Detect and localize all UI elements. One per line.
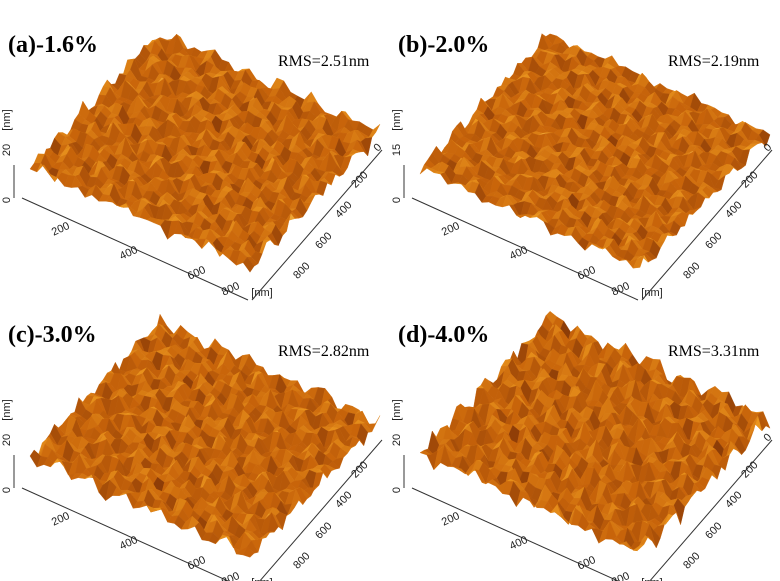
x-tick-label: 200 bbox=[440, 510, 462, 529]
z-tick-label: 20 bbox=[391, 434, 403, 446]
y-tick-label: 600 bbox=[703, 520, 724, 541]
rms-value: RMS=3.31nm bbox=[668, 343, 760, 360]
figure: (a)-1.6%RMS=2.51nm020[nm]200400600800[nm… bbox=[0, 0, 780, 581]
y-tick-label: 800 bbox=[291, 260, 312, 281]
x-tick-label: 200 bbox=[440, 220, 462, 239]
y-tick-label: 600 bbox=[313, 230, 334, 251]
x-unit: [nm] bbox=[251, 287, 272, 299]
y-tick-label: 800 bbox=[681, 550, 702, 571]
z-unit: [nm] bbox=[1, 109, 13, 130]
afm-panel: (b)-2.0% RMS=2.19nm 0 15 [nm] 200 400 600800 [nm… bbox=[391, 32, 774, 300]
x-unit: [nm] bbox=[641, 577, 662, 581]
panel-label: (d)-4.0% bbox=[398, 322, 489, 348]
x-unit: [nm] bbox=[251, 577, 272, 581]
z-unit: [nm] bbox=[1, 399, 13, 420]
y-tick-label: 800 bbox=[681, 260, 702, 281]
z-tick-label: 0 bbox=[391, 487, 403, 493]
z-tick-label: 0 bbox=[1, 197, 13, 203]
x-tick-label: 200 bbox=[50, 510, 72, 529]
afm-panel: (a)-1.6% RMS=2.51nm 0 20 [nm] 200 400 600800 [nm… bbox=[1, 32, 384, 300]
y-tick-label: 600 bbox=[313, 520, 334, 541]
z-tick-label: 20 bbox=[1, 434, 13, 446]
y-tick-label: 0 bbox=[371, 141, 384, 154]
x-tick-label: 800 bbox=[610, 570, 632, 581]
y-tick-label: 200 bbox=[349, 459, 370, 480]
rms-value: RMS=2.19nm bbox=[668, 53, 760, 70]
rms-value: RMS=2.82nm bbox=[278, 343, 370, 360]
y-tick-label: 200 bbox=[349, 169, 370, 190]
x-tick-label: 400 bbox=[508, 534, 530, 553]
y-tick-label: 0 bbox=[761, 431, 774, 444]
z-unit: [nm] bbox=[391, 109, 403, 130]
y-tick-label: 0 bbox=[761, 141, 774, 154]
z-tick-label: 0 bbox=[391, 197, 403, 203]
x-tick-label: 200 bbox=[50, 220, 72, 239]
afm-panel: (d)-4.0%RMS=3.31nm020[nm]200400600800[nm… bbox=[391, 311, 774, 581]
x-tick-label: 800 bbox=[220, 570, 242, 581]
x-tick-label: 400 bbox=[118, 244, 140, 263]
x-unit: [nm] bbox=[641, 287, 662, 299]
panel-label: (a)-1.6% bbox=[8, 32, 98, 58]
y-tick-label: 800 bbox=[291, 550, 312, 571]
rms-value: RMS=2.51nm bbox=[278, 53, 370, 70]
z-tick-label: 0 bbox=[1, 487, 13, 493]
z-tick-label: 20 bbox=[1, 144, 13, 156]
x-tick-label: 400 bbox=[508, 244, 530, 263]
afm-panel: (c)-3.0%RMS=2.82nm020[nm]200400600800[nm… bbox=[1, 314, 382, 581]
y-tick-label: 600 bbox=[703, 230, 724, 251]
z-unit: [nm] bbox=[391, 399, 403, 420]
panel-label: (c)-3.0% bbox=[8, 322, 97, 348]
x-tick-label: 400 bbox=[118, 534, 140, 553]
panel-label: (b)-2.0% bbox=[398, 32, 489, 58]
y-tick-label: 200 bbox=[739, 459, 760, 480]
y-tick-label: 200 bbox=[739, 169, 760, 190]
z-tick-label: 15 bbox=[391, 144, 403, 156]
